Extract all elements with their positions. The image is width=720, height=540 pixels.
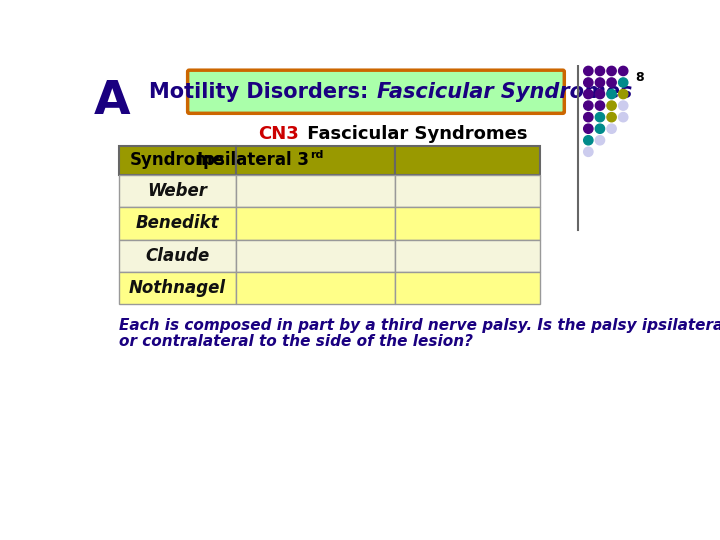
Text: Benedikt: Benedikt: [136, 214, 220, 232]
Circle shape: [595, 78, 605, 87]
Text: Fascicular Syndromes: Fascicular Syndromes: [301, 125, 527, 143]
Bar: [395, 207, 539, 240]
Bar: [395, 175, 539, 207]
Bar: [395, 240, 539, 272]
Circle shape: [595, 112, 605, 122]
Bar: [120, 146, 235, 175]
Text: rd: rd: [310, 150, 324, 160]
Circle shape: [584, 66, 593, 76]
Bar: [120, 240, 235, 272]
Bar: [235, 146, 395, 175]
Circle shape: [595, 136, 605, 145]
Text: Weber: Weber: [148, 182, 207, 200]
Text: Nothnagel: Nothnagel: [129, 279, 226, 297]
Text: Claude: Claude: [145, 247, 210, 265]
Text: Motility Disorders:: Motility Disorders:: [149, 82, 376, 102]
Circle shape: [618, 112, 628, 122]
Circle shape: [595, 124, 605, 133]
Bar: [235, 207, 395, 240]
Circle shape: [607, 78, 616, 87]
Circle shape: [584, 78, 593, 87]
Bar: [395, 146, 539, 175]
FancyBboxPatch shape: [188, 70, 564, 113]
Circle shape: [618, 78, 628, 87]
Circle shape: [584, 147, 593, 157]
Circle shape: [584, 90, 593, 99]
Bar: [120, 175, 235, 207]
Bar: [120, 272, 235, 304]
Bar: [235, 272, 395, 304]
Text: Fascicular Syndromes: Fascicular Syndromes: [377, 82, 632, 102]
Circle shape: [607, 101, 616, 110]
Bar: [235, 240, 395, 272]
Circle shape: [607, 112, 616, 122]
Text: Each is composed in part by a third nerve palsy. Is the palsy ipsilateral,: Each is composed in part by a third nerv…: [120, 318, 720, 333]
Circle shape: [584, 112, 593, 122]
Text: Ipsilateral 3: Ipsilateral 3: [197, 151, 309, 169]
Circle shape: [595, 101, 605, 110]
Circle shape: [618, 90, 628, 99]
Text: or contralateral to the side of the lesion?: or contralateral to the side of the lesi…: [120, 334, 474, 348]
Text: 8: 8: [636, 71, 644, 84]
Bar: [120, 207, 235, 240]
Circle shape: [584, 124, 593, 133]
Circle shape: [595, 66, 605, 76]
Text: Syndrome: Syndrome: [130, 151, 225, 169]
Circle shape: [618, 101, 628, 110]
Bar: [395, 272, 539, 304]
Circle shape: [584, 101, 593, 110]
Circle shape: [595, 90, 605, 99]
Circle shape: [584, 136, 593, 145]
Circle shape: [607, 90, 616, 99]
Text: CN3: CN3: [258, 125, 300, 143]
Bar: [235, 175, 395, 207]
Circle shape: [607, 66, 616, 76]
Text: A: A: [94, 79, 130, 124]
Circle shape: [618, 66, 628, 76]
Circle shape: [607, 124, 616, 133]
